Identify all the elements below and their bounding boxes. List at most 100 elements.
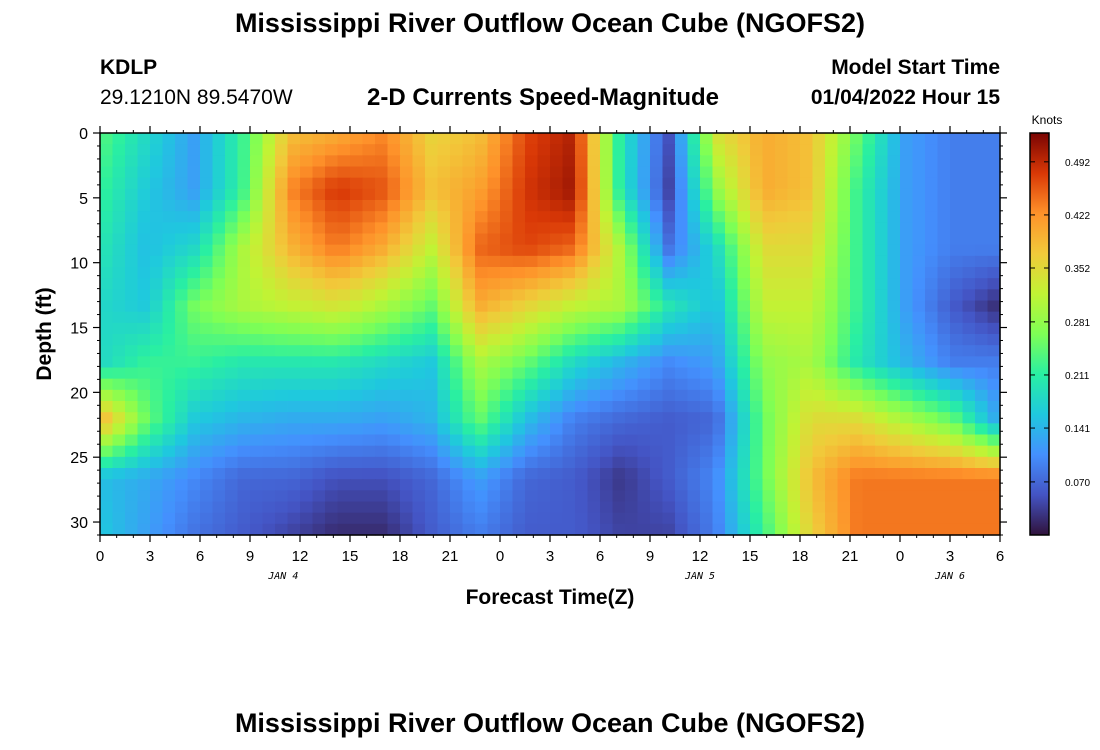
heatmap-cell [437, 356, 451, 369]
heatmap-cell [712, 188, 726, 201]
heatmap-cell [150, 144, 164, 156]
heatmap-cell [887, 144, 901, 156]
heatmap-cell [312, 289, 326, 302]
heatmap-cell [287, 222, 301, 235]
heatmap-cell [537, 401, 551, 413]
heatmap-cell [312, 423, 326, 436]
heatmap-cell [287, 367, 301, 380]
heatmap-cell [900, 468, 914, 480]
heatmap-cell [350, 401, 364, 413]
heatmap-cell [937, 133, 951, 145]
heatmap-cell [200, 200, 214, 212]
heatmap-cell [962, 334, 976, 346]
heatmap-cell [175, 300, 189, 313]
heatmap-cell [575, 166, 589, 179]
heatmap-cell [362, 289, 376, 302]
heatmap-cell [500, 289, 514, 302]
heatmap-cell [550, 367, 564, 380]
heatmap-cell [912, 345, 926, 357]
heatmap-cell [662, 378, 676, 391]
heatmap-cell [250, 133, 264, 145]
heatmap-cell [150, 401, 164, 413]
heatmap-cell [437, 289, 451, 302]
heatmap-cell [400, 255, 414, 268]
heatmap-cell [675, 177, 689, 190]
heatmap-cell [625, 412, 639, 424]
heatmap-cell [725, 155, 739, 168]
heatmap-cell [750, 412, 764, 424]
heatmap-cell [225, 378, 239, 391]
heatmap-cell [975, 479, 989, 491]
heatmap-cell [925, 255, 939, 268]
heatmap-cell [825, 501, 839, 514]
heatmap-cell [675, 322, 689, 335]
heatmap-cell [350, 322, 364, 335]
heatmap-cell [650, 188, 664, 201]
heatmap-cell [725, 267, 739, 279]
heatmap-cell [175, 211, 189, 223]
heatmap-cell [650, 311, 664, 324]
heatmap-cell [300, 289, 314, 302]
heatmap-cell [937, 311, 951, 324]
heatmap-cell [700, 378, 714, 391]
heatmap-cell [850, 512, 864, 525]
heatmap-cell [637, 445, 651, 458]
heatmap-cell [250, 334, 264, 346]
heatmap-cell [925, 311, 939, 324]
heatmap-cell [637, 177, 651, 190]
heatmap-cell [837, 267, 851, 279]
heatmap-cell [825, 166, 839, 179]
heatmap-cell [750, 389, 764, 402]
heatmap-cell [487, 267, 501, 279]
heatmap-cell [750, 211, 764, 223]
heatmap-cell [350, 468, 364, 480]
heatmap-cell [550, 434, 564, 447]
heatmap-cell [700, 512, 714, 525]
heatmap-cell [712, 334, 726, 346]
heatmap-cell [525, 311, 539, 324]
heatmap-cell [687, 334, 701, 346]
heatmap-cell [150, 166, 164, 179]
heatmap-cell [200, 322, 214, 335]
heatmap-cell [162, 255, 176, 268]
heatmap-cell [975, 445, 989, 458]
heatmap-cell [212, 490, 226, 503]
heatmap-cell [175, 166, 189, 179]
heatmap-cell [625, 445, 639, 458]
heatmap-cell [387, 423, 401, 436]
x-tick-label: 0 [496, 548, 504, 565]
heatmap-cell [937, 345, 951, 357]
heatmap-cell [300, 255, 314, 268]
heatmap-cell [262, 512, 276, 525]
heatmap-cell [587, 423, 601, 436]
heatmap-cell [375, 177, 389, 190]
heatmap-cell [925, 211, 939, 223]
heatmap-cell [775, 188, 789, 201]
heatmap-cell [150, 423, 164, 436]
heatmap-cell [537, 144, 551, 156]
heatmap-cell [937, 389, 951, 402]
heatmap-cell [487, 512, 501, 525]
heatmap-cell [475, 468, 489, 480]
heatmap-cell [925, 222, 939, 235]
heatmap-cell [300, 200, 314, 212]
heatmap-cell [725, 523, 739, 536]
heatmap-cell [237, 445, 251, 458]
heatmap-cell [125, 401, 139, 413]
heatmap-cell [400, 345, 414, 357]
heatmap-cell [187, 490, 201, 503]
heatmap-cell [625, 356, 639, 369]
heatmap-cell [712, 389, 726, 402]
heatmap-cell [687, 479, 701, 491]
heatmap-cell [875, 423, 889, 436]
heatmap-cell [237, 512, 251, 525]
heatmap-cell [112, 490, 126, 503]
heatmap-cell [212, 322, 226, 335]
heatmap-cell [575, 490, 589, 503]
heatmap-cell [625, 211, 639, 223]
heatmap-cell [325, 177, 339, 190]
heatmap-cell [537, 311, 551, 324]
heatmap-cell [200, 501, 214, 514]
heatmap-cell [900, 311, 914, 324]
heatmap-cell [850, 300, 864, 313]
